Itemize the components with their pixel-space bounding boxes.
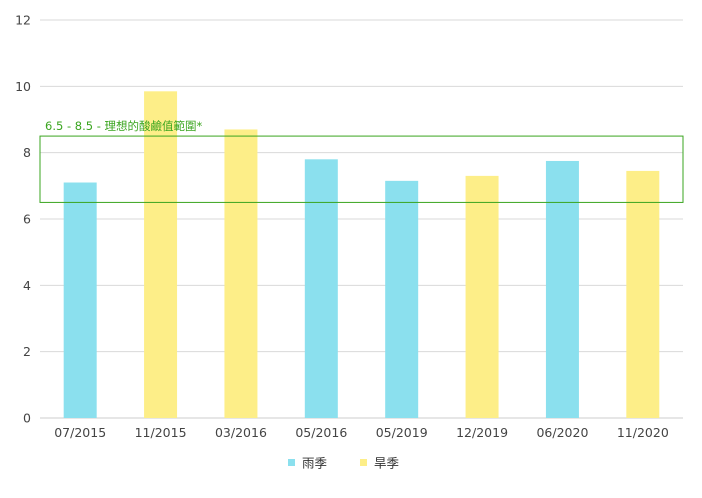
legend-item-rain[interactable]: 雨季 (288, 456, 328, 471)
x-tick-label: 03/2016 (215, 425, 267, 440)
x-tick-label: 07/2015 (54, 425, 106, 440)
y-tick-label: 0 (23, 411, 31, 426)
bar-03-2016[interactable] (224, 129, 258, 418)
bars (63, 91, 660, 419)
ideal-range-band: 6.5 - 8.5 - 理想的酸鹼值範圍* (39, 119, 684, 203)
ideal-range-label: 6.5 - 8.5 - 理想的酸鹼值範圍* (45, 119, 202, 133)
bar-11-2020[interactable] (626, 170, 660, 418)
bar-07-2015[interactable] (63, 182, 97, 418)
legend-swatch-dry (360, 459, 367, 466)
ideal-range-rect (39, 135, 684, 203)
x-tick-label: 12/2019 (456, 425, 508, 440)
x-tick-label: 06/2020 (536, 425, 588, 440)
bar-05-2016[interactable] (304, 159, 338, 419)
y-tick-label: 6 (23, 212, 31, 227)
grid-lines (40, 19, 683, 419)
x-axis-ticks: 07/2015 11/2015 03/2016 05/2016 05/2019 12/20… (54, 425, 669, 440)
legend: 雨季 旱季 (288, 456, 400, 471)
x-tick-label: 11/2020 (617, 425, 669, 440)
bar-11-2015[interactable] (144, 91, 178, 418)
y-tick-label: 10 (15, 79, 31, 94)
legend-swatch-rain (288, 459, 295, 466)
y-axis-ticks: 0 2 4 6 8 10 12 (15, 13, 31, 426)
bar-05-2019[interactable] (385, 180, 419, 418)
bar-12-2019[interactable] (465, 175, 499, 418)
bar-06-2020[interactable] (545, 160, 579, 419)
x-tick-label: 05/2016 (295, 425, 347, 440)
y-tick-label: 2 (23, 344, 31, 359)
y-tick-label: 12 (15, 13, 31, 28)
legend-label-dry: 旱季 (374, 456, 400, 471)
legend-item-dry[interactable]: 旱季 (360, 456, 400, 471)
x-tick-label: 05/2019 (376, 425, 428, 440)
legend-label-rain: 雨季 (302, 456, 328, 471)
y-tick-label: 8 (23, 145, 31, 160)
x-tick-label: 11/2015 (135, 425, 187, 440)
y-tick-label: 4 (23, 278, 31, 293)
